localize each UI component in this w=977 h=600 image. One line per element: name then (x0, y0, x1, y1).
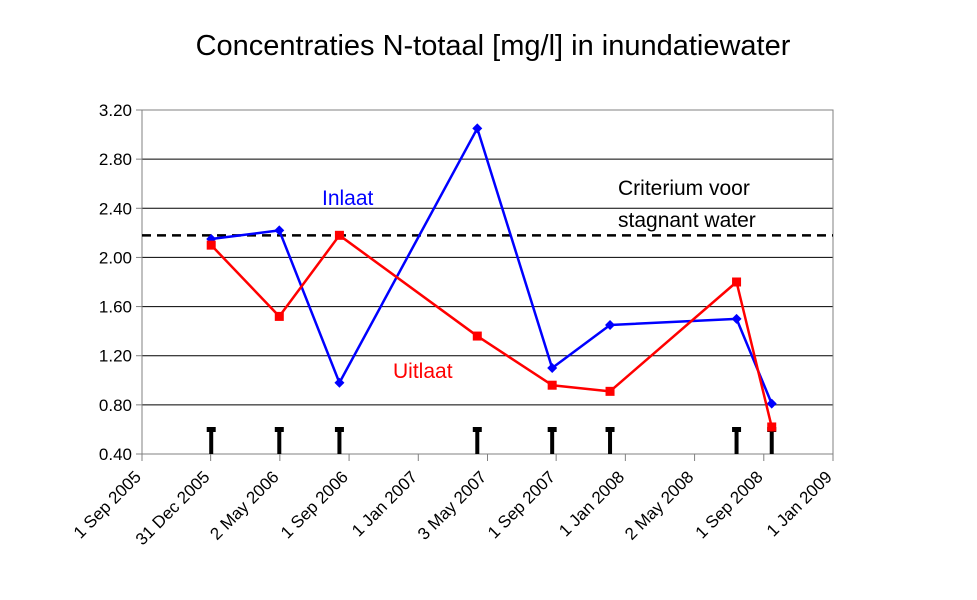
data-point-uitlaat (274, 311, 284, 321)
event-marker-cap (472, 427, 482, 432)
x-tick-label: 2 May 2008 (621, 467, 697, 543)
data-point-uitlaat (547, 380, 557, 390)
event-marker-cap (605, 427, 615, 432)
event-marker (334, 427, 344, 454)
x-tick-label: 3 May 2007 (414, 467, 490, 543)
event-marker-cap (732, 427, 742, 432)
event-marker-stem (475, 427, 480, 454)
series-label-inlaat: Inlaat (322, 187, 374, 210)
gridlines (142, 109, 833, 406)
y-tick-label: 2.00 (99, 248, 132, 267)
y-tick-label: 2.40 (99, 199, 132, 218)
event-markers (206, 427, 777, 454)
event-marker-stem (550, 427, 555, 454)
series-group (206, 123, 777, 432)
event-marker-cap (547, 427, 557, 432)
data-point-inlaat (766, 398, 777, 409)
x-tick-label: 31 Dec 2005 (132, 467, 214, 549)
data-point-uitlaat (767, 422, 777, 432)
series-line-uitlaat (210, 234, 773, 428)
event-marker (732, 427, 742, 454)
event-marker-cap (274, 427, 284, 432)
event-marker (206, 427, 216, 454)
event-marker-stem (209, 427, 214, 454)
event-marker (547, 427, 557, 454)
x-tick-label: 1 Jan 2009 (763, 467, 836, 540)
data-point-inlaat (547, 363, 558, 373)
x-tick-label: 1 Jan 2008 (555, 467, 628, 540)
data-point-uitlaat (732, 277, 742, 287)
event-marker-stem (608, 427, 613, 454)
x-tick-label: 1 Jan 2007 (348, 467, 421, 540)
event-marker-stem (769, 427, 774, 454)
event-marker-stem (337, 427, 342, 454)
data-point-uitlaat (206, 240, 216, 250)
data-point-inlaat (334, 377, 345, 388)
event-marker-cap (206, 427, 216, 432)
x-tick-label: 1 Sep 2005 (70, 467, 145, 542)
event-marker-cap (334, 427, 344, 432)
x-tick-label: 2 May 2006 (206, 467, 282, 543)
y-tick-label: 1.20 (99, 347, 132, 366)
series-line-inlaat (211, 127, 773, 405)
x-tick-label: 1 Sep 2006 (277, 467, 352, 542)
x-tick-label: 1 Sep 2008 (692, 467, 767, 542)
event-marker (472, 427, 482, 454)
y-tick-label: 1.60 (99, 298, 132, 317)
event-marker (274, 427, 284, 454)
tick-labels: 0.40 0.80 1.20 1.60 2.00 2.40 2.80 3.20 1 Sep 20… (70, 101, 836, 549)
axes (136, 109, 834, 461)
data-point-inlaat (731, 313, 742, 324)
y-tick-label: 2.80 (99, 150, 132, 169)
criterion-label-line1: Criterium voor (618, 177, 750, 200)
data-point-uitlaat (334, 230, 344, 240)
y-tick-label: 3.20 (99, 101, 132, 120)
event-marker-stem (277, 427, 282, 454)
y-tick-label: 0.80 (99, 396, 132, 415)
data-point-inlaat (274, 225, 285, 236)
x-tick-label: 1 Sep 2007 (484, 467, 559, 542)
annotations: Inlaat Uitlaat Criterium voor stagnant wate… (322, 177, 756, 383)
data-point-inlaat (472, 123, 483, 134)
data-point-uitlaat (605, 386, 615, 396)
data-point-uitlaat (472, 331, 482, 341)
event-marker-stem (734, 427, 739, 454)
y-tick-label: 0.40 (99, 445, 132, 464)
criterion-label-line2: stagnant water (618, 209, 756, 232)
series-label-uitlaat: Uitlaat (393, 360, 453, 383)
event-marker (605, 427, 615, 454)
chart-title: Concentraties N-totaal [mg/l] in inundat… (196, 30, 791, 62)
data-point-inlaat (605, 320, 616, 330)
